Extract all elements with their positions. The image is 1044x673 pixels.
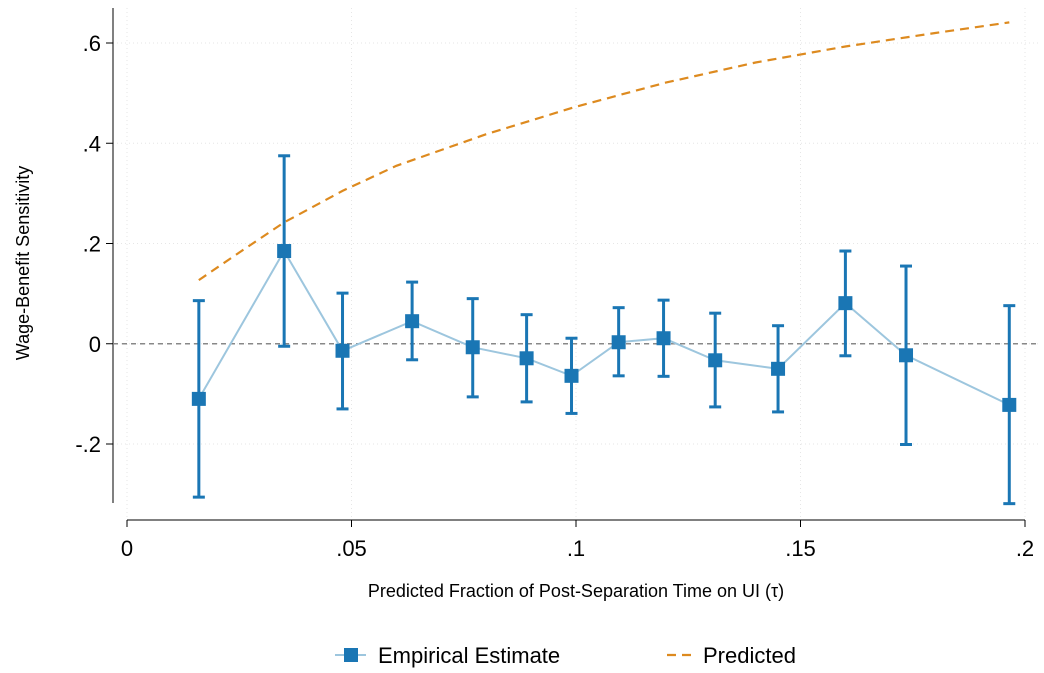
empirical-point	[191, 299, 206, 499]
grid	[113, 8, 1040, 520]
x-tick-label: 0	[121, 536, 133, 561]
x-tick-label: .05	[336, 536, 367, 561]
empirical-point	[519, 313, 534, 404]
empirical-point	[405, 280, 420, 362]
axes: -.2 0 .2 .4 .6 0 .05 .1 .15 .2	[75, 8, 1034, 561]
legend-empirical-marker	[344, 648, 358, 662]
estimate-marker	[1002, 397, 1017, 412]
empirical-point	[838, 249, 853, 358]
estimate-marker	[465, 340, 480, 355]
empirical-point	[611, 306, 626, 378]
estimate-marker	[838, 296, 853, 311]
y-tick-label: .2	[83, 232, 101, 257]
estimate-marker	[191, 391, 206, 406]
empirical-point	[335, 291, 350, 411]
estimate-marker	[405, 314, 420, 329]
empirical-point	[899, 264, 914, 447]
x-tick-label: .2	[1016, 536, 1034, 561]
estimate-marker	[708, 353, 723, 368]
estimate-marker	[771, 361, 786, 376]
empirical-point	[771, 324, 786, 414]
estimate-marker	[899, 348, 914, 363]
estimate-marker	[611, 335, 626, 350]
empirical-point	[656, 298, 671, 378]
legend-empirical-label: Empirical Estimate	[378, 643, 560, 668]
empirical-point	[708, 311, 723, 409]
y-axis-title: Wage-Benefit Sensitivity	[13, 166, 33, 360]
x-tick-label: .15	[785, 536, 816, 561]
empirical-line	[197, 249, 1010, 406]
legend: Empirical Estimate Predicted	[335, 643, 796, 668]
predicted-line	[198, 21, 1010, 282]
x-tick-label: .1	[567, 536, 585, 561]
x-axis-title: Predicted Fraction of Post-Separation Ti…	[368, 581, 784, 601]
estimate-marker	[277, 244, 292, 259]
y-tick-label: -.2	[75, 432, 101, 457]
y-tick-label: .4	[83, 131, 101, 156]
y-tick-label: 0	[89, 332, 101, 357]
estimate-marker	[656, 331, 671, 346]
empirical-point	[1002, 304, 1017, 506]
estimate-marker	[519, 351, 534, 366]
legend-predicted-label: Predicted	[703, 643, 796, 668]
y-tick-label: .6	[83, 31, 101, 56]
plot-area	[113, 21, 1040, 506]
empirical-point	[465, 297, 480, 399]
empirical-point	[564, 336, 579, 415]
estimate-marker	[335, 343, 350, 358]
empirical-point	[277, 154, 292, 348]
estimate-marker	[564, 368, 579, 383]
